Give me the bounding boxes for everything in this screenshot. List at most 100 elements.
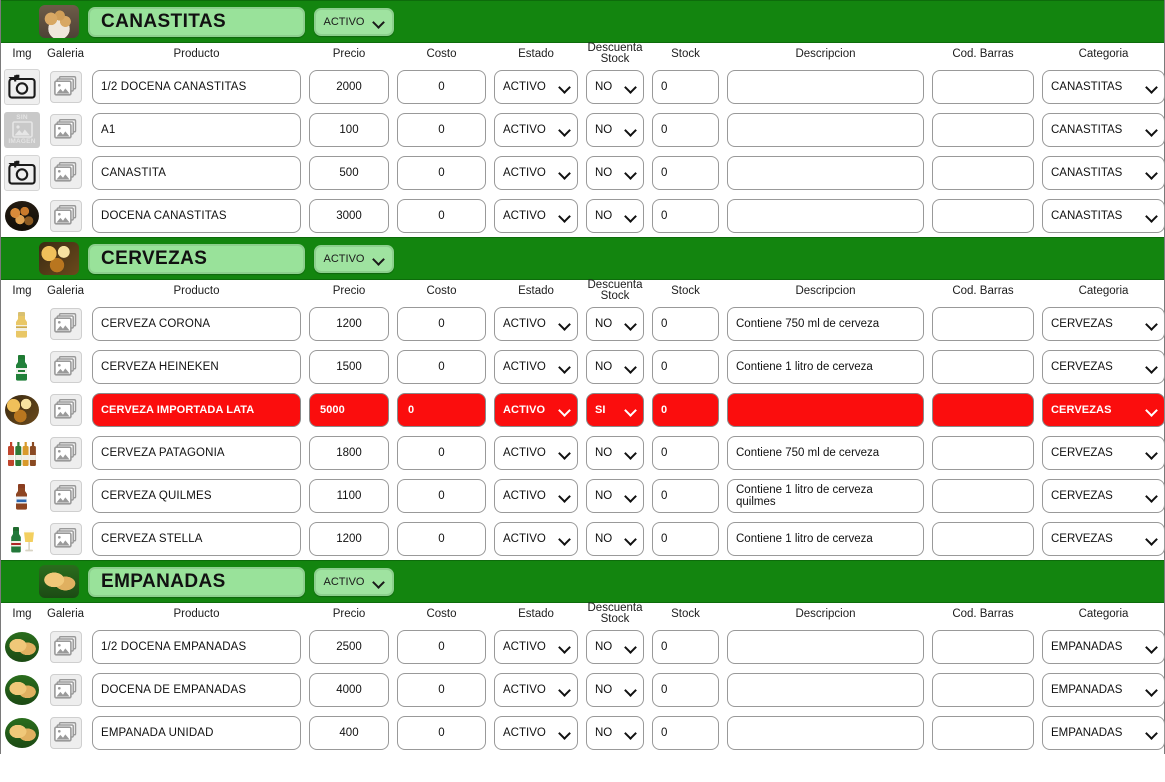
producto-input[interactable]: A1 — [92, 112, 301, 147]
descripcion-input[interactable]: Contiene 1 litro de cerveza — [727, 349, 924, 384]
precio-input[interactable]: 1500 — [309, 349, 389, 384]
stock-input[interactable]: 0 — [652, 198, 719, 233]
estado-select[interactable]: ACTIVO — [494, 349, 578, 384]
gallery-button[interactable] — [49, 156, 82, 189]
costo-input[interactable]: 0 — [397, 198, 486, 233]
descripcion-input[interactable] — [727, 672, 924, 707]
precio-input[interactable]: 2000 — [309, 69, 389, 104]
stock-input[interactable]: 0 — [652, 349, 719, 384]
precio-input[interactable]: 400 — [309, 715, 389, 750]
estado-select[interactable]: ACTIVO — [494, 521, 578, 556]
descuenta-stock-select[interactable]: NO — [586, 672, 644, 707]
descripcion-input[interactable] — [727, 629, 924, 664]
estado-select[interactable]: ACTIVO — [494, 306, 578, 341]
producto-input[interactable]: CANASTITA — [92, 155, 301, 190]
descripcion-input[interactable]: Contiene 750 ml de cerveza — [727, 306, 924, 341]
gallery-button[interactable] — [49, 350, 82, 383]
costo-input[interactable]: 0 — [397, 521, 486, 556]
cod-barras-input[interactable] — [932, 435, 1034, 470]
estado-select[interactable]: ACTIVO — [494, 155, 578, 190]
gallery-button[interactable] — [49, 393, 82, 426]
product-image-button[interactable] — [5, 717, 39, 748]
gallery-button[interactable] — [49, 479, 82, 512]
stock-input[interactable]: 0 — [652, 112, 719, 147]
cod-barras-input[interactable] — [932, 478, 1034, 513]
descuenta-stock-select[interactable]: NO — [586, 306, 644, 341]
producto-input[interactable]: CERVEZA QUILMES — [92, 478, 301, 513]
categoria-select[interactable]: CERVEZAS — [1042, 306, 1165, 341]
categoria-select[interactable]: CERVEZAS — [1042, 521, 1165, 556]
cod-barras-input[interactable] — [932, 112, 1034, 147]
costo-input[interactable]: 0 — [397, 112, 486, 147]
precio-input[interactable]: 100 — [309, 112, 389, 147]
costo-input[interactable]: 0 — [397, 715, 486, 750]
costo-input[interactable]: 0 — [397, 69, 486, 104]
estado-select[interactable]: ACTIVO — [494, 672, 578, 707]
costo-input[interactable]: 0 — [397, 629, 486, 664]
categoria-select[interactable]: EMPANADAS — [1042, 715, 1165, 750]
stock-input[interactable]: 0 — [652, 69, 719, 104]
gallery-button[interactable] — [49, 522, 82, 555]
stock-input[interactable]: 0 — [652, 715, 719, 750]
descripcion-input[interactable]: Contiene 750 ml de cerveza — [727, 435, 924, 470]
estado-select[interactable]: ACTIVO — [494, 435, 578, 470]
descripcion-input[interactable] — [727, 715, 924, 750]
costo-input[interactable]: 0 — [397, 478, 486, 513]
cervezas-beer-thumb[interactable] — [39, 242, 79, 275]
estado-select[interactable]: ACTIVO — [494, 478, 578, 513]
estado-select[interactable]: ACTIVO — [494, 198, 578, 233]
add-photo-button[interactable] — [4, 68, 40, 105]
product-image-button[interactable] — [5, 674, 39, 705]
gallery-button[interactable] — [49, 113, 82, 146]
producto-input[interactable]: DOCENA CANASTITAS — [92, 198, 301, 233]
producto-input[interactable]: 1/2 DOCENA EMPANADAS — [92, 629, 301, 664]
section-state-select[interactable]: ACTIVO — [314, 244, 394, 273]
precio-input[interactable]: 1100 — [309, 478, 389, 513]
cod-barras-input[interactable] — [932, 521, 1034, 556]
descuenta-stock-select[interactable]: NO — [586, 112, 644, 147]
estado-select[interactable]: ACTIVO — [494, 69, 578, 104]
product-image-button[interactable] — [5, 436, 39, 470]
precio-input[interactable]: 2500 — [309, 629, 389, 664]
stock-input[interactable]: 0 — [652, 478, 719, 513]
cod-barras-input[interactable] — [932, 198, 1034, 233]
product-image-button[interactable] — [5, 200, 39, 231]
precio-input[interactable]: 3000 — [309, 198, 389, 233]
descuenta-stock-select[interactable]: NO — [586, 715, 644, 750]
estado-select[interactable]: ACTIVO — [494, 715, 578, 750]
categoria-select[interactable]: CERVEZAS — [1042, 435, 1165, 470]
categoria-select[interactable]: CANASTITAS — [1042, 155, 1165, 190]
categoria-select[interactable]: CANASTITAS — [1042, 69, 1165, 104]
gallery-button[interactable] — [49, 673, 82, 706]
product-image-button[interactable] — [5, 394, 39, 425]
producto-input[interactable]: 1/2 DOCENA CANASTITAS — [92, 69, 301, 104]
descuenta-stock-select[interactable]: SI — [586, 392, 644, 427]
product-image-button[interactable] — [5, 350, 39, 384]
costo-input[interactable]: 0 — [397, 306, 486, 341]
no-image-button[interactable]: SIN IMAGEN — [4, 111, 40, 148]
product-image-button[interactable] — [5, 307, 39, 341]
categoria-select[interactable]: EMPANADAS — [1042, 629, 1165, 664]
cod-barras-input[interactable] — [932, 715, 1034, 750]
add-photo-button[interactable] — [4, 154, 40, 191]
estado-select[interactable]: ACTIVO — [494, 629, 578, 664]
cod-barras-input[interactable] — [932, 672, 1034, 707]
descripcion-input[interactable] — [727, 198, 924, 233]
section-name-input[interactable]: CANASTITAS — [88, 6, 305, 37]
costo-input[interactable]: 0 — [397, 672, 486, 707]
categoria-select[interactable]: CERVEZAS — [1042, 392, 1165, 427]
stock-input[interactable]: 0 — [652, 672, 719, 707]
categoria-select[interactable]: EMPANADAS — [1042, 672, 1165, 707]
costo-input[interactable]: 0 — [397, 349, 486, 384]
descuenta-stock-select[interactable]: NO — [586, 198, 644, 233]
cod-barras-input[interactable] — [932, 155, 1034, 190]
descripcion-input[interactable] — [727, 155, 924, 190]
descuenta-stock-select[interactable]: NO — [586, 629, 644, 664]
section-state-select[interactable]: ACTIVO — [314, 567, 394, 596]
categoria-select[interactable]: CANASTITAS — [1042, 198, 1165, 233]
producto-input[interactable]: CERVEZA PATAGONIA — [92, 435, 301, 470]
producto-input[interactable]: CERVEZA STELLA — [92, 521, 301, 556]
estado-select[interactable]: ACTIVO — [494, 392, 578, 427]
precio-input[interactable]: 500 — [309, 155, 389, 190]
stock-input[interactable]: 0 — [652, 155, 719, 190]
